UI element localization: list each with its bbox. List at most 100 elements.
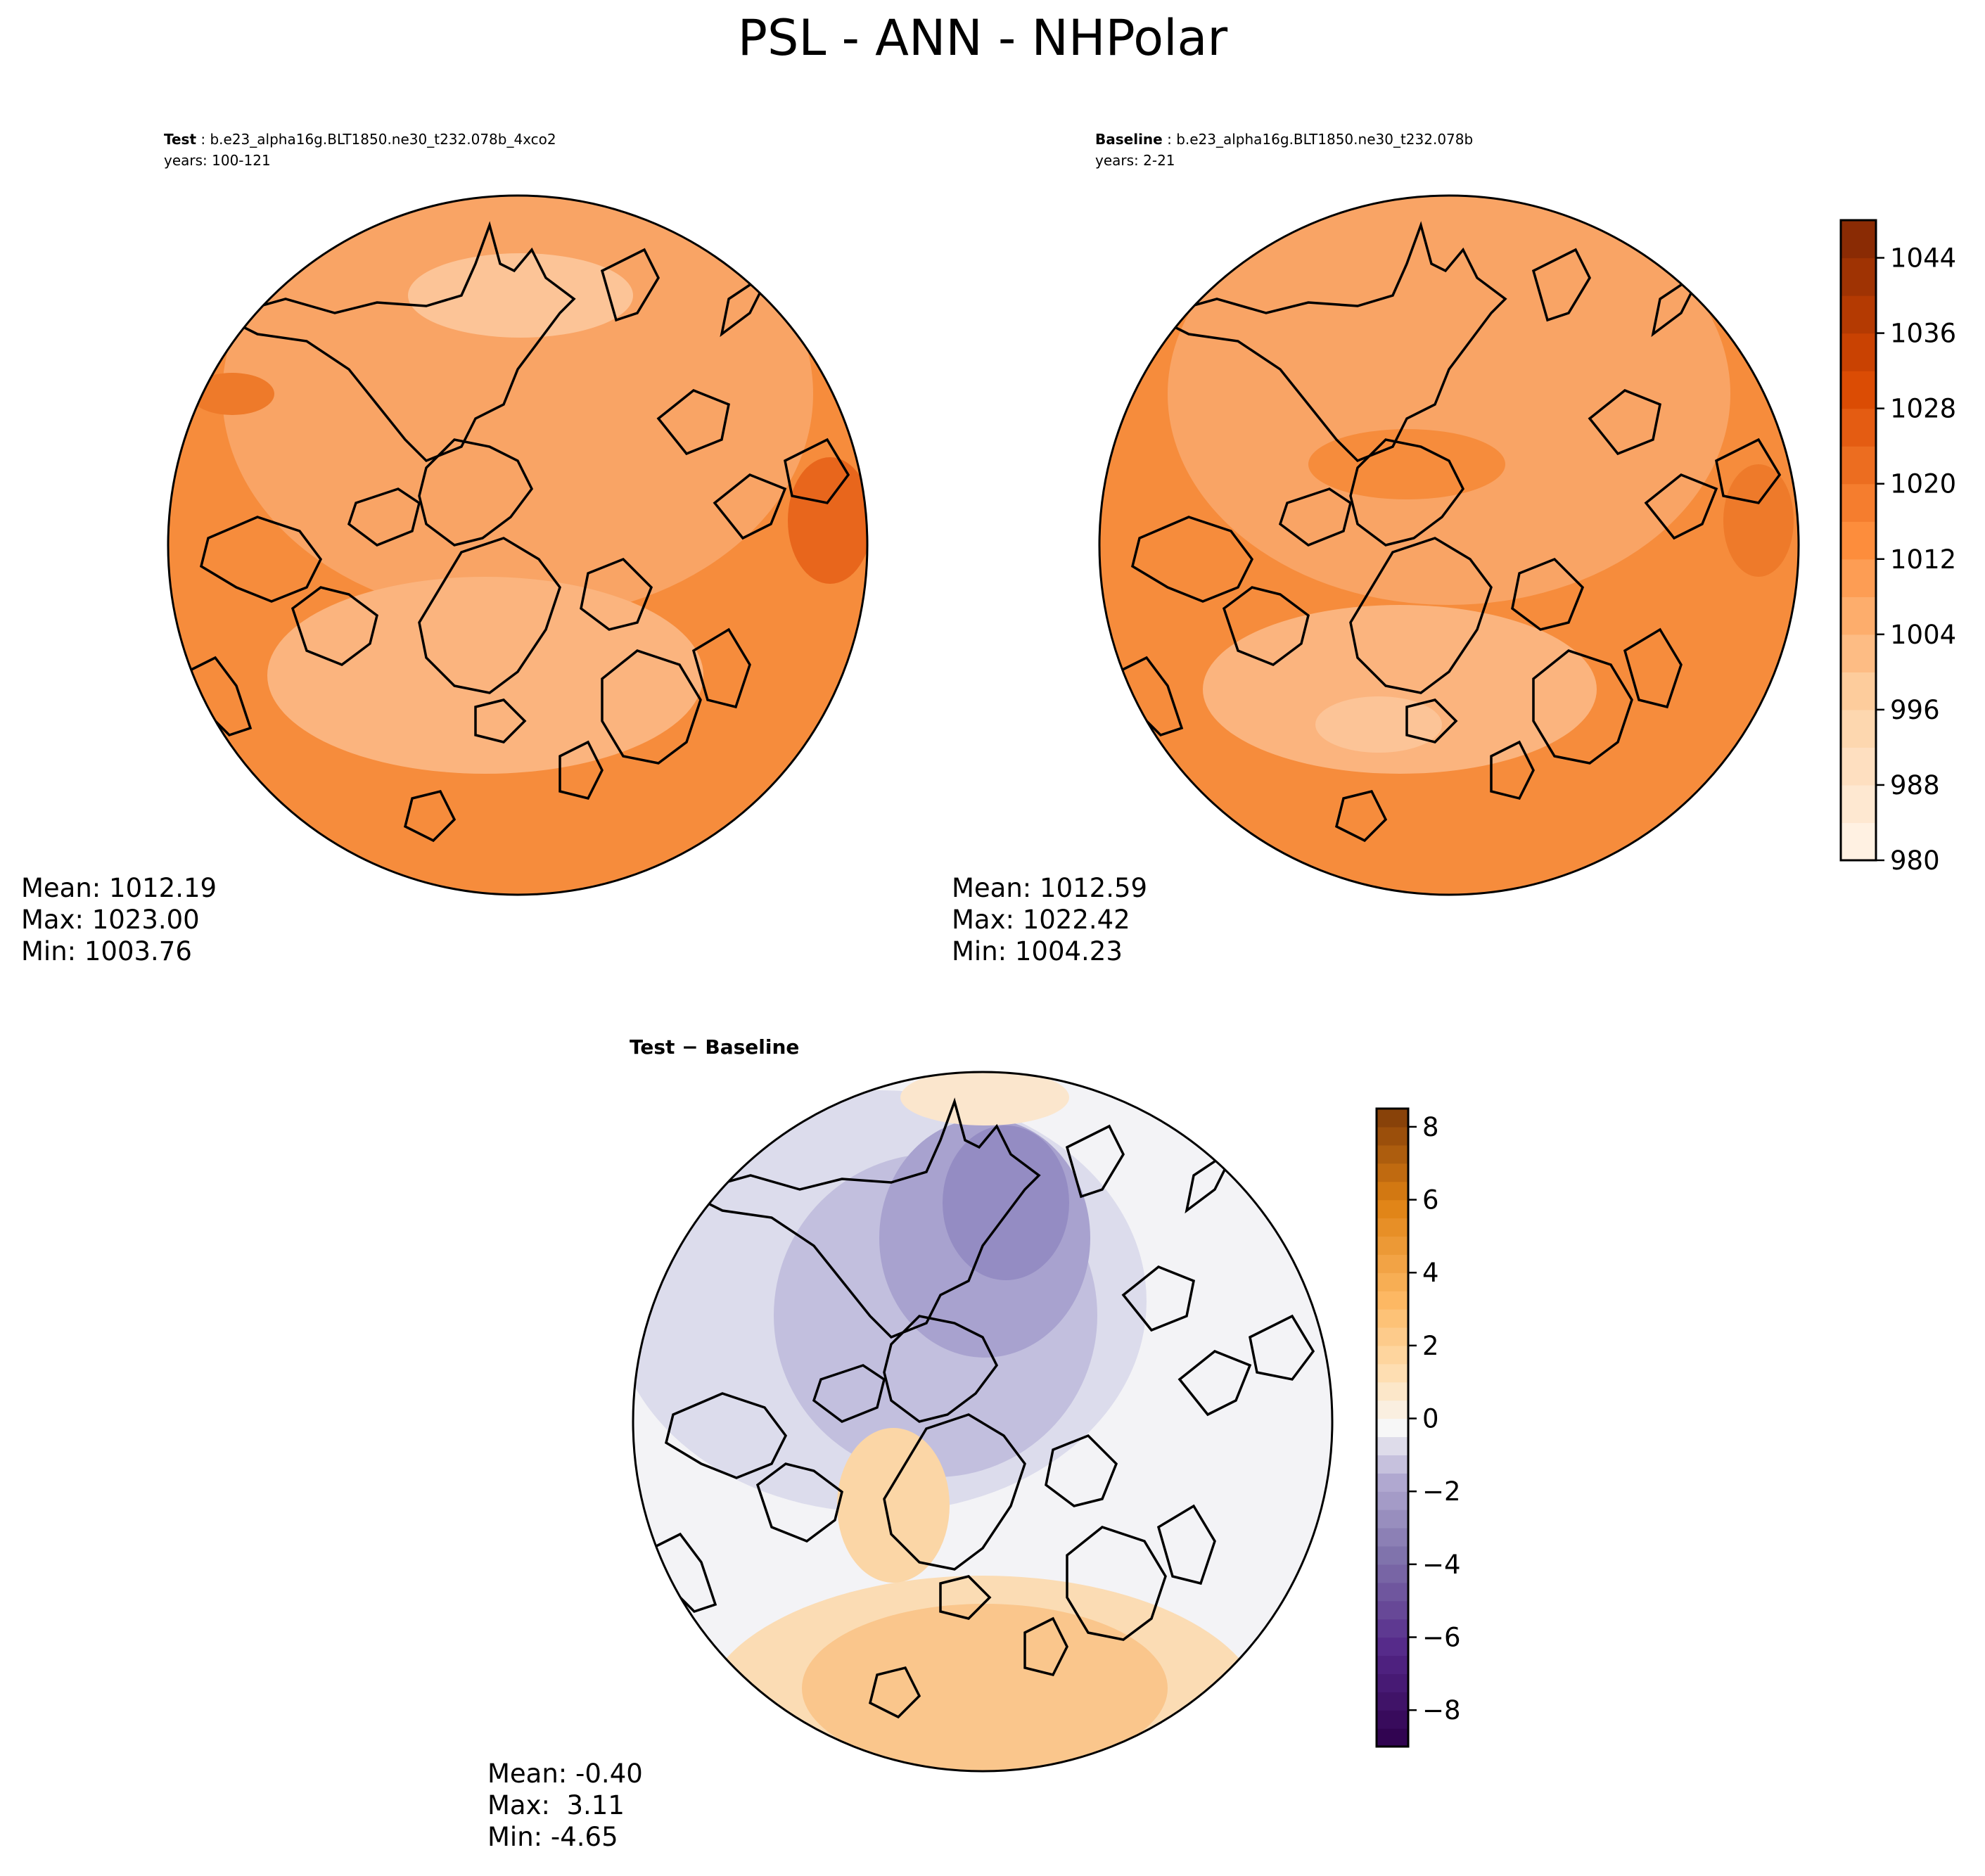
panel-test-run: b.e23_alpha16g.BLT1850.ne30_t232.078b_4x… bbox=[210, 131, 556, 148]
colorbar-difference-tick-label: 2 bbox=[1422, 1331, 1439, 1361]
colorbar-difference-level-18 bbox=[1377, 1400, 1408, 1419]
colorbar-difference-level-27 bbox=[1377, 1236, 1408, 1255]
colorbar-difference-level-32 bbox=[1377, 1144, 1408, 1164]
panel-diff: Test − Baseline Mean: -0.40 Max: 3.11 Mi… bbox=[487, 1035, 1334, 1852]
panel-baseline-max: Max: 1022.42 bbox=[952, 905, 1130, 935]
panel-test-mean: Mean: 1012.19 bbox=[21, 873, 217, 903]
panel-diff-title: Test − Baseline bbox=[630, 1035, 799, 1059]
panel-baseline: Baseline : b.e23_alpha16g.BLT1850.ne30_t… bbox=[952, 131, 1800, 966]
panel-test-field-contour-top bbox=[408, 253, 633, 338]
colorbar-absolute-level-3 bbox=[1841, 709, 1876, 748]
panel-diff-max: Max: 3.11 bbox=[487, 1790, 625, 1820]
colorbar-difference-level-14 bbox=[1377, 1473, 1408, 1492]
colorbar-difference-tick-label: 8 bbox=[1422, 1112, 1439, 1142]
panel-test-years: years: 100-121 bbox=[164, 152, 271, 169]
panel-baseline-min: Min: 1004.23 bbox=[952, 936, 1123, 966]
colorbar-difference-level-28 bbox=[1377, 1218, 1408, 1237]
panel-test-label: Test bbox=[164, 131, 196, 148]
panel-baseline-field-contour-top bbox=[1315, 696, 1442, 753]
colorbar-difference-tick-label: 4 bbox=[1422, 1258, 1439, 1288]
colorbar-absolute-level-12 bbox=[1841, 371, 1876, 409]
colorbar-absolute-level-1 bbox=[1841, 784, 1876, 824]
colorbar-absolute-level-0 bbox=[1841, 822, 1876, 861]
colorbar-difference-level-12 bbox=[1377, 1510, 1408, 1529]
colorbar-absolute-tick-label: 996 bbox=[1890, 695, 1940, 725]
colorbar-difference-level-21 bbox=[1377, 1345, 1408, 1365]
colorbar-difference-level-9 bbox=[1377, 1564, 1408, 1583]
colorbar-difference-frame bbox=[1375, 1107, 1410, 1748]
panel-test: Test : b.e23_alpha16g.BLT1850.ne30_t232.… bbox=[21, 131, 869, 966]
panel-baseline-field-contour-high bbox=[1168, 196, 1730, 605]
panel-test-header: Test : b.e23_alpha16g.BLT1850.ne30_t232.… bbox=[164, 131, 556, 148]
colorbar-absolute-level-14 bbox=[1841, 295, 1876, 334]
colorbar-absolute-level-2 bbox=[1841, 747, 1876, 786]
panel-test-map bbox=[168, 196, 867, 895]
colorbar-absolute-level-15 bbox=[1841, 257, 1876, 296]
panel-diff-field-contour-pos4 bbox=[900, 1072, 1069, 1125]
panel-baseline-label: Baseline bbox=[1095, 131, 1163, 148]
panel-diff-min: Min: -4.65 bbox=[487, 1822, 618, 1852]
colorbar-absolute-level-8 bbox=[1841, 521, 1876, 560]
panel-test-field-contour-low bbox=[788, 457, 867, 584]
panel-diff-mean: Mean: -0.40 bbox=[487, 1759, 643, 1789]
colorbar-difference-level-7 bbox=[1377, 1600, 1408, 1620]
colorbar-difference-level-29 bbox=[1377, 1199, 1408, 1219]
colorbar-difference-level-10 bbox=[1377, 1545, 1408, 1565]
colorbar-absolute-tick-label: 1012 bbox=[1890, 544, 1956, 575]
colorbar-difference-level-19 bbox=[1377, 1382, 1408, 1401]
colorbar-difference-tick-label: 0 bbox=[1422, 1404, 1439, 1434]
panel-baseline-years: years: 2-21 bbox=[1095, 152, 1175, 169]
panel-baseline-field-contour-ring bbox=[1308, 429, 1505, 499]
panel-diff-map bbox=[633, 1072, 1332, 1771]
colorbar-absolute-tick-label: 1044 bbox=[1890, 243, 1956, 274]
colorbar-difference-level-13 bbox=[1377, 1491, 1408, 1510]
colorbar-difference-level-3 bbox=[1377, 1673, 1408, 1692]
panel-baseline-mean: Mean: 1012.59 bbox=[952, 873, 1147, 903]
colorbar-absolute-level-6 bbox=[1841, 596, 1876, 635]
colorbar-difference: −8 −6 −4 −2 0 2 4 6 8 bbox=[1375, 1107, 1461, 1748]
colorbar-absolute-tick-label: 988 bbox=[1890, 770, 1940, 800]
colorbar-difference-tick-label: 6 bbox=[1422, 1185, 1439, 1215]
colorbar-absolute-tick-label: 1036 bbox=[1890, 319, 1956, 349]
colorbar-difference-level-23 bbox=[1377, 1309, 1408, 1328]
panel-baseline-run: b.e23_alpha16g.BLT1850.ne30_t232.078b bbox=[1176, 131, 1473, 148]
colorbar-difference-level-0 bbox=[1377, 1728, 1408, 1747]
colorbar-difference-level-31 bbox=[1377, 1163, 1408, 1182]
panel-baseline-map bbox=[1099, 196, 1799, 895]
colorbar-difference-level-11 bbox=[1377, 1528, 1408, 1547]
panel-diff-field-contour-neg4 bbox=[943, 1125, 1069, 1280]
colorbar-absolute-tick-label: 1004 bbox=[1890, 620, 1956, 650]
colorbar-absolute-level-9 bbox=[1841, 483, 1876, 522]
colorbar-difference-tick-label: −6 bbox=[1422, 1623, 1461, 1653]
colorbar-difference-level-25 bbox=[1377, 1272, 1408, 1291]
panel-test-field-contour-mid bbox=[267, 577, 703, 774]
colorbar-absolute-level-16 bbox=[1841, 220, 1876, 259]
colorbar-difference-tick-label: −4 bbox=[1422, 1550, 1461, 1580]
colorbar-difference-level-5 bbox=[1377, 1637, 1408, 1657]
colorbar-difference-level-30 bbox=[1377, 1181, 1408, 1201]
colorbar-difference-level-33 bbox=[1377, 1126, 1408, 1146]
panel-baseline-boundary bbox=[1098, 194, 1800, 896]
colorbar-difference-level-24 bbox=[1377, 1291, 1408, 1310]
panel-baseline-field-contour-low bbox=[1723, 464, 1794, 577]
colorbar-absolute-level-5 bbox=[1841, 634, 1876, 672]
colorbar-difference-level-8 bbox=[1377, 1582, 1408, 1602]
panel-diff-field-contour-pos3 bbox=[837, 1428, 950, 1583]
panel-test-max: Max: 1023.00 bbox=[21, 905, 200, 935]
colorbar-absolute-tick-label: 1020 bbox=[1890, 469, 1956, 499]
colorbar-difference-level-16 bbox=[1377, 1436, 1408, 1455]
colorbar-absolute: 980 988 996 1004 1012 1020 1028 1036 1044 bbox=[1839, 219, 1956, 876]
colorbar-difference-tick-label: −8 bbox=[1422, 1695, 1461, 1725]
colorbar-absolute-tick-label: 980 bbox=[1890, 846, 1940, 876]
colorbar-difference-level-2 bbox=[1377, 1692, 1408, 1711]
colorbar-difference-level-34 bbox=[1377, 1109, 1408, 1128]
colorbar-difference-level-20 bbox=[1377, 1363, 1408, 1383]
colorbar-absolute-tick-label: 1028 bbox=[1890, 394, 1956, 424]
colorbar-absolute-level-7 bbox=[1841, 559, 1876, 597]
panel-test-field-contour-low2 bbox=[190, 373, 274, 415]
panel-baseline-header: Baseline : b.e23_alpha16g.BLT1850.ne30_t… bbox=[1095, 131, 1473, 148]
colorbar-difference-tick-label: −2 bbox=[1422, 1476, 1461, 1507]
panel-diff-field-contour-pos2 bbox=[802, 1604, 1168, 1771]
panel-test-field-contour-high bbox=[222, 196, 813, 619]
colorbar-difference-level-1 bbox=[1377, 1710, 1408, 1729]
